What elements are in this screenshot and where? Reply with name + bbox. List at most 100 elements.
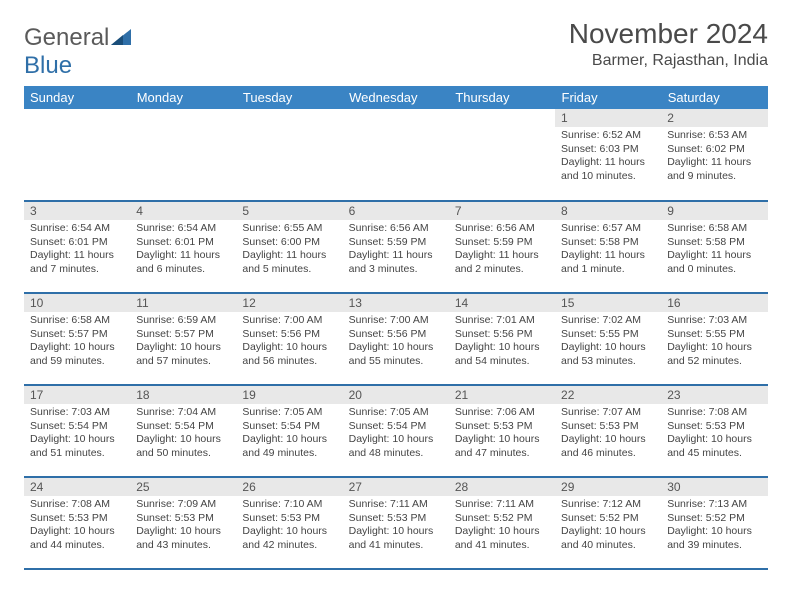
sunrise-text: Sunrise: 6:58 AM (30, 314, 124, 328)
daylight-text: Daylight: 11 hours and 0 minutes. (667, 249, 761, 276)
sunset-text: Sunset: 5:53 PM (455, 420, 549, 434)
daylight-text: Daylight: 10 hours and 56 minutes. (242, 341, 336, 368)
daylight-text: Daylight: 10 hours and 51 minutes. (30, 433, 124, 460)
sunrise-text: Sunrise: 6:59 AM (136, 314, 230, 328)
sunset-text: Sunset: 5:56 PM (242, 328, 336, 342)
sunset-text: Sunset: 5:53 PM (242, 512, 336, 526)
sunset-text: Sunset: 5:52 PM (455, 512, 549, 526)
sunset-text: Sunset: 5:53 PM (667, 420, 761, 434)
header: GeneralBlue November 2024 Barmer, Rajast… (24, 18, 768, 80)
day-content: Sunrise: 6:54 AMSunset: 6:01 PMDaylight:… (24, 220, 130, 281)
sunrise-text: Sunrise: 7:03 AM (667, 314, 761, 328)
sunset-text: Sunset: 5:59 PM (349, 236, 443, 250)
sunset-text: Sunset: 5:52 PM (561, 512, 655, 526)
day-number: 7 (449, 202, 555, 220)
calendar-week-row: 17Sunrise: 7:03 AMSunset: 5:54 PMDayligh… (24, 385, 768, 477)
calendar-week-row: 1Sunrise: 6:52 AMSunset: 6:03 PMDaylight… (24, 109, 768, 201)
day-number: 3 (24, 202, 130, 220)
day-number: 9 (661, 202, 767, 220)
day-number: 27 (343, 478, 449, 496)
brand-part2: Blue (24, 52, 72, 79)
daylight-text: Daylight: 10 hours and 45 minutes. (667, 433, 761, 460)
sunrise-text: Sunrise: 6:56 AM (349, 222, 443, 236)
calendar-cell: 15Sunrise: 7:02 AMSunset: 5:55 PMDayligh… (555, 293, 661, 385)
day-content: Sunrise: 7:00 AMSunset: 5:56 PMDaylight:… (343, 312, 449, 373)
day-header: Saturday (661, 86, 767, 109)
sunrise-text: Sunrise: 7:03 AM (30, 406, 124, 420)
day-content: Sunrise: 6:54 AMSunset: 6:01 PMDaylight:… (130, 220, 236, 281)
calendar-cell: 28Sunrise: 7:11 AMSunset: 5:52 PMDayligh… (449, 477, 555, 569)
day-number: 5 (236, 202, 342, 220)
day-content: Sunrise: 7:00 AMSunset: 5:56 PMDaylight:… (236, 312, 342, 373)
calendar-week-row: 3Sunrise: 6:54 AMSunset: 6:01 PMDaylight… (24, 201, 768, 293)
day-content: Sunrise: 6:58 AMSunset: 5:58 PMDaylight:… (661, 220, 767, 281)
daylight-text: Daylight: 10 hours and 52 minutes. (667, 341, 761, 368)
day-content: Sunrise: 7:03 AMSunset: 5:55 PMDaylight:… (661, 312, 767, 373)
sunrise-text: Sunrise: 7:07 AM (561, 406, 655, 420)
daylight-text: Daylight: 11 hours and 7 minutes. (30, 249, 124, 276)
month-title: November 2024 (569, 18, 768, 50)
day-number: 23 (661, 386, 767, 404)
sunset-text: Sunset: 5:53 PM (349, 512, 443, 526)
sunrise-text: Sunrise: 6:52 AM (561, 129, 655, 143)
title-block: November 2024 Barmer, Rajasthan, India (569, 18, 768, 70)
sunrise-text: Sunrise: 7:08 AM (30, 498, 124, 512)
day-header: Wednesday (343, 86, 449, 109)
day-header: Sunday (24, 86, 130, 109)
calendar-cell: 2Sunrise: 6:53 AMSunset: 6:02 PMDaylight… (661, 109, 767, 201)
day-content: Sunrise: 7:10 AMSunset: 5:53 PMDaylight:… (236, 496, 342, 557)
sunset-text: Sunset: 5:58 PM (667, 236, 761, 250)
day-content: Sunrise: 6:59 AMSunset: 5:57 PMDaylight:… (130, 312, 236, 373)
sunrise-text: Sunrise: 6:54 AM (30, 222, 124, 236)
day-content: Sunrise: 7:11 AMSunset: 5:53 PMDaylight:… (343, 496, 449, 557)
calendar-week-row: 10Sunrise: 6:58 AMSunset: 5:57 PMDayligh… (24, 293, 768, 385)
day-number: 28 (449, 478, 555, 496)
calendar-cell: 17Sunrise: 7:03 AMSunset: 5:54 PMDayligh… (24, 385, 130, 477)
daylight-text: Daylight: 11 hours and 10 minutes. (561, 156, 655, 183)
day-number: 18 (130, 386, 236, 404)
calendar-cell: 21Sunrise: 7:06 AMSunset: 5:53 PMDayligh… (449, 385, 555, 477)
day-content: Sunrise: 6:56 AMSunset: 5:59 PMDaylight:… (449, 220, 555, 281)
calendar-page: GeneralBlue November 2024 Barmer, Rajast… (0, 0, 792, 570)
sunrise-text: Sunrise: 7:11 AM (455, 498, 549, 512)
calendar-cell: 23Sunrise: 7:08 AMSunset: 5:53 PMDayligh… (661, 385, 767, 477)
day-number: 16 (661, 294, 767, 312)
calendar-table: Sunday Monday Tuesday Wednesday Thursday… (24, 86, 768, 570)
calendar-cell (130, 109, 236, 201)
calendar-cell: 9Sunrise: 6:58 AMSunset: 5:58 PMDaylight… (661, 201, 767, 293)
calendar-cell: 6Sunrise: 6:56 AMSunset: 5:59 PMDaylight… (343, 201, 449, 293)
calendar-week-row: 24Sunrise: 7:08 AMSunset: 5:53 PMDayligh… (24, 477, 768, 569)
calendar-cell: 19Sunrise: 7:05 AMSunset: 5:54 PMDayligh… (236, 385, 342, 477)
day-header: Thursday (449, 86, 555, 109)
calendar-cell: 12Sunrise: 7:00 AMSunset: 5:56 PMDayligh… (236, 293, 342, 385)
sunset-text: Sunset: 5:56 PM (455, 328, 549, 342)
sunrise-text: Sunrise: 7:11 AM (349, 498, 443, 512)
daylight-text: Daylight: 10 hours and 57 minutes. (136, 341, 230, 368)
day-content: Sunrise: 7:05 AMSunset: 5:54 PMDaylight:… (236, 404, 342, 465)
day-number: 25 (130, 478, 236, 496)
daylight-text: Daylight: 11 hours and 2 minutes. (455, 249, 549, 276)
daylight-text: Daylight: 10 hours and 43 minutes. (136, 525, 230, 552)
calendar-cell: 26Sunrise: 7:10 AMSunset: 5:53 PMDayligh… (236, 477, 342, 569)
day-content: Sunrise: 7:07 AMSunset: 5:53 PMDaylight:… (555, 404, 661, 465)
sunset-text: Sunset: 5:53 PM (136, 512, 230, 526)
day-content: Sunrise: 7:12 AMSunset: 5:52 PMDaylight:… (555, 496, 661, 557)
sunset-text: Sunset: 5:57 PM (136, 328, 230, 342)
day-number: 8 (555, 202, 661, 220)
calendar-cell: 11Sunrise: 6:59 AMSunset: 5:57 PMDayligh… (130, 293, 236, 385)
sunset-text: Sunset: 6:01 PM (30, 236, 124, 250)
calendar-cell: 24Sunrise: 7:08 AMSunset: 5:53 PMDayligh… (24, 477, 130, 569)
calendar-cell: 7Sunrise: 6:56 AMSunset: 5:59 PMDaylight… (449, 201, 555, 293)
sunset-text: Sunset: 5:57 PM (30, 328, 124, 342)
logo-mark-icon (111, 24, 131, 52)
day-number: 15 (555, 294, 661, 312)
daylight-text: Daylight: 10 hours and 49 minutes. (242, 433, 336, 460)
sunset-text: Sunset: 5:54 PM (136, 420, 230, 434)
calendar-cell: 8Sunrise: 6:57 AMSunset: 5:58 PMDaylight… (555, 201, 661, 293)
day-content: Sunrise: 6:57 AMSunset: 5:58 PMDaylight:… (555, 220, 661, 281)
sunset-text: Sunset: 5:53 PM (30, 512, 124, 526)
day-number: 26 (236, 478, 342, 496)
day-number: 20 (343, 386, 449, 404)
calendar-cell: 25Sunrise: 7:09 AMSunset: 5:53 PMDayligh… (130, 477, 236, 569)
day-content: Sunrise: 7:09 AMSunset: 5:53 PMDaylight:… (130, 496, 236, 557)
